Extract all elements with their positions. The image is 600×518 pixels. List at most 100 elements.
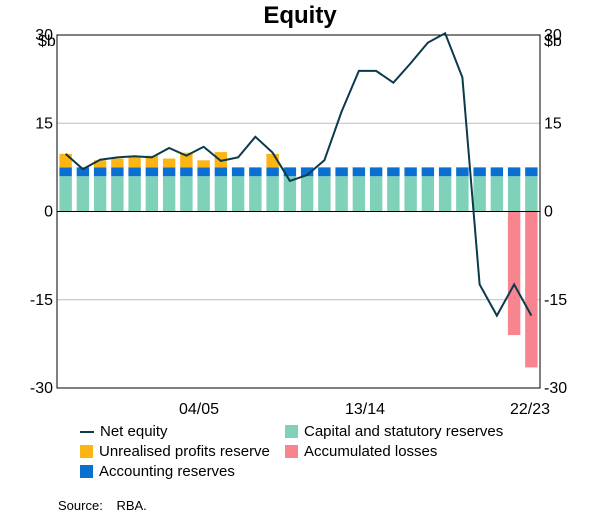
bar-capital (421, 176, 435, 212)
bar-accounting (335, 167, 348, 177)
y-tick-label-right: 30 (544, 27, 562, 44)
bar-accounting (231, 167, 245, 177)
bar-unrealised (59, 153, 72, 168)
x-tick-label: 13/14 (345, 401, 385, 418)
bar-unrealised (180, 152, 193, 168)
bar-capital (180, 176, 193, 212)
legend-swatch (285, 425, 298, 438)
legend-label: Net equity (100, 423, 168, 440)
bar-accounting (525, 167, 538, 177)
bar-losses (507, 211, 521, 336)
y-tick-label-left: 15 (35, 115, 53, 132)
bar-capital (387, 176, 400, 212)
y-tick-label-left: -15 (30, 292, 53, 309)
y-tick-label-left: 0 (44, 204, 53, 221)
bar-unrealised (93, 160, 107, 168)
legend-swatch (285, 445, 298, 458)
bar-capital (145, 176, 159, 212)
legend-losses: Accumulated losses (285, 443, 437, 460)
bar-unrealised (111, 158, 124, 168)
bar-accounting (507, 167, 521, 177)
bar-accounting (387, 167, 400, 177)
legend-accounting: Accounting reserves (80, 463, 235, 480)
bar-unrealised (162, 158, 176, 168)
x-tick-label: 04/05 (179, 401, 219, 418)
bar-capital (93, 176, 107, 212)
bar-capital (111, 176, 124, 212)
y-tick-label-left: -30 (30, 380, 53, 397)
bar-capital (525, 176, 538, 212)
bar-capital (473, 176, 486, 212)
bar-losses (525, 211, 538, 368)
legend-swatch (80, 445, 93, 458)
bar-accounting (59, 167, 72, 177)
bar-capital (352, 176, 366, 212)
bar-capital (214, 176, 228, 212)
bar-accounting (421, 167, 435, 177)
source-value: RBA. (116, 498, 147, 513)
legend-label: Accounting reserves (99, 463, 235, 480)
bar-accounting (490, 167, 504, 177)
net-equity-line (64, 31, 533, 318)
y-tick-label-right: 0 (544, 204, 553, 221)
bar-accounting (197, 167, 210, 177)
y-tick-label-right: -30 (544, 380, 567, 397)
legend-label: Capital and statutory reserves (304, 423, 504, 440)
bar-capital (231, 176, 245, 212)
chart-title: Equity (263, 2, 337, 29)
bar-accounting (93, 167, 107, 177)
bar-accounting (111, 167, 124, 177)
legend-label: Accumulated losses (304, 443, 438, 460)
bar-capital (283, 176, 297, 212)
x-tick-label: 22/23 (510, 401, 550, 418)
legend-capital: Capital and statutory reserves (285, 423, 503, 440)
bar-accounting (456, 167, 469, 177)
bar-accounting (404, 167, 417, 177)
bar-capital (197, 176, 210, 212)
bar-unrealised (128, 156, 141, 168)
legend-swatch (80, 465, 93, 478)
bar-accounting (145, 167, 159, 177)
bar-capital (128, 176, 141, 212)
legend-label: Unrealised profits reserve (99, 443, 270, 460)
bar-accounting (352, 167, 366, 177)
bar-capital (59, 176, 72, 212)
bar-accounting (128, 167, 141, 177)
bar-capital (490, 176, 504, 212)
bar-capital (266, 176, 279, 212)
bar-capital (300, 176, 314, 212)
legend-unrealised: Unrealised profits reserve (80, 443, 270, 460)
y-tick-label-left: 30 (35, 27, 53, 44)
bar-accounting (162, 167, 176, 177)
right-axis-unit: $b (544, 33, 562, 50)
bar-accounting (369, 167, 383, 177)
bar-capital (369, 176, 383, 212)
bar-accounting (318, 167, 331, 177)
left-axis-unit: $b (38, 33, 56, 50)
bar-unrealised (197, 160, 210, 168)
legend-line-swatch (80, 430, 94, 433)
bar-capital (404, 176, 417, 212)
bar-capital (249, 176, 262, 212)
legend-net-equity: Net equity (80, 423, 168, 440)
bar-accounting (214, 167, 228, 177)
bar-capital (162, 176, 176, 212)
bar-accounting (473, 167, 486, 177)
bar-accounting (438, 167, 452, 177)
chart-area: -30 -30 -15 -15 0 0 15 15 30 30 04/05 13/14 22/23 (30, 27, 567, 418)
bar-accounting (300, 167, 314, 177)
bar-accounting (266, 167, 279, 177)
bar-capital (76, 176, 90, 212)
bar-accounting (180, 167, 193, 177)
bar-capital (335, 176, 348, 212)
y-tick-label-right: 15 (544, 115, 562, 132)
bar-accounting (249, 167, 262, 177)
bar-capital (318, 176, 331, 212)
source-note: Source: RBA. (58, 498, 157, 513)
bar-capital (438, 176, 452, 212)
bar-accounting (283, 167, 297, 177)
bar-unrealised (145, 155, 159, 168)
bar-accounting (76, 167, 90, 177)
y-tick-label-right: -15 (544, 292, 567, 309)
source-label: Source: (58, 498, 103, 513)
